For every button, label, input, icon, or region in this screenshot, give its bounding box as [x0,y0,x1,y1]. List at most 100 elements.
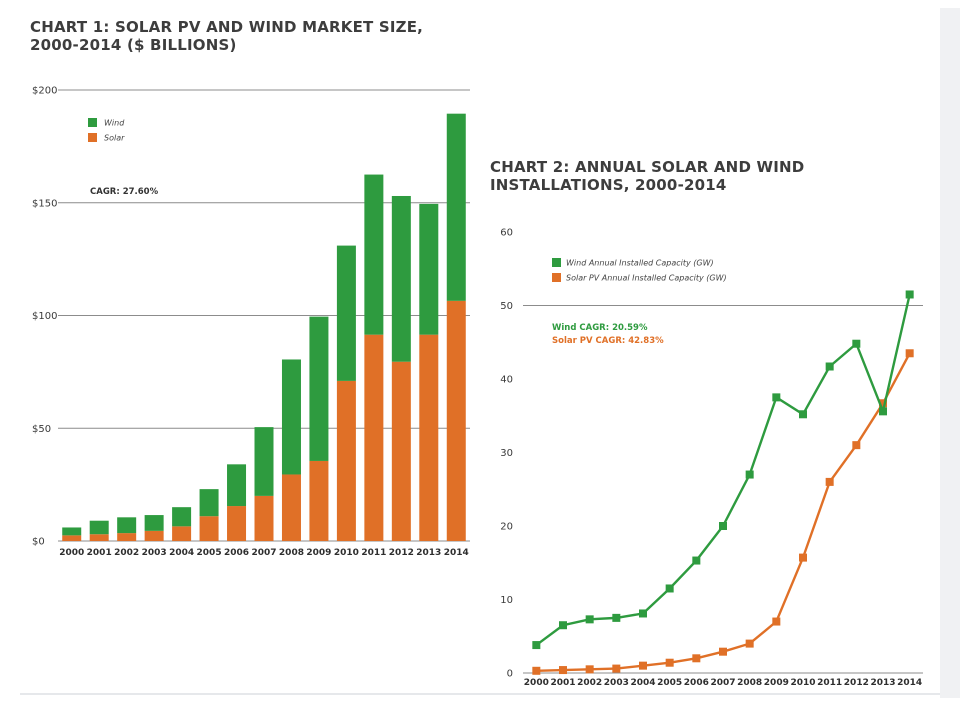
chart2-point-solar-2013 [879,399,887,408]
chart1-bar-solar-2014 [446,300,466,541]
chart2-point-solar-2010 [799,553,807,562]
chart1-bar-wind-2002 [117,517,137,534]
chart1-bar-solar-2003 [144,530,164,541]
chart1-x-tick-label: 2014 [444,548,469,558]
chart2-x-tick-label: 2004 [630,678,655,688]
chart1-bar-wind-2013 [419,203,439,335]
chart2-point-solar-2002 [585,665,594,674]
chart1-bar-solar-2007 [254,495,274,541]
chart2-x-tick-label: 2008 [737,678,762,688]
chart2-legend-label: Solar PV Annual Installed Capacity (GW) [566,274,727,283]
chart2-y-tick-label: 60 [500,228,513,239]
chart2-point-wind-2004 [639,609,647,618]
chart2-x-tick-label: 2007 [710,678,735,688]
chart2-x-tick-label: 2000 [524,678,549,688]
chart2-x-tick-label: 2005 [657,678,682,688]
chart2-y-tick-label: 10 [500,595,513,606]
chart1-bar-solar-2009 [309,460,329,541]
chart1-x-tick-label: 2011 [361,548,386,558]
chart1-bar-wind-2010 [336,245,356,381]
chart2-point-wind-2014 [905,290,914,299]
chart1-x-tick-label: 2007 [251,548,276,558]
chart1-bar-solar-2012 [391,361,411,541]
chart2-y-tick-label: 50 [500,301,513,312]
chart2-x-tick-label: 2009 [764,678,789,688]
chart2-x-tick-label: 2003 [604,678,629,688]
chart1-legend-label: Wind [104,119,125,128]
chart2-x-tick-label: 2011 [817,678,842,688]
chart1-bar-solar-2010 [336,380,356,541]
chart1-x-tick-label: 2004 [169,548,194,558]
chart2-point-solar-2006 [692,654,701,663]
chart1-bar-solar-2008 [281,474,301,541]
chart1-x-tick-label: 2009 [306,548,331,558]
chart1-title: CHART 1: SOLAR PV AND WIND MARKET SIZE, … [30,18,424,54]
chart1-bar-solar-2006 [227,506,247,541]
chart2-point-wind-2003 [612,613,621,622]
chart2-legend-swatch [552,273,561,282]
chart2-title: CHART 2: ANNUAL SOLAR AND WIND INSTALLAT… [490,158,805,194]
chart2-point-solar-2000 [532,666,541,675]
chart1-bar-solar-2000 [62,535,82,541]
chart1-bar-solar-2004 [172,526,192,541]
chart2-legend-swatch [552,258,561,267]
chart1-y-tick-label: $0 [32,537,45,548]
chart1-x-tick-label: 2003 [142,548,167,558]
chart1-legend-label: Solar [104,134,125,143]
chart2-point-wind-2012 [852,339,861,348]
chart2-x-tick-label: 2002 [577,678,602,688]
chart2-x-tick-label: 2014 [897,678,922,688]
chart2-point-solar-2004 [639,661,647,670]
chart1-bar-wind-2001 [89,520,109,535]
chart2-point-wind-2006 [692,556,701,565]
chart2-legend-label: Wind Annual Installed Capacity (GW) [566,259,714,268]
chart1-x-tick-label: 2002 [114,548,139,558]
chart1-bar-solar-2002 [117,533,137,541]
chart1-bar-wind-2000 [62,527,82,536]
chart2-y-tick-label: 20 [500,522,513,533]
chart1-x-tick-label: 2006 [224,548,249,558]
chart1-x-tick-label: 2005 [197,548,222,558]
chart2-point-solar-2001 [559,666,567,675]
chart1-bar-wind-2003 [144,515,164,531]
chart1-legend-swatch [88,133,97,142]
chart1-bar-solar-2005 [199,516,219,541]
chart2-x-tick-label: 2012 [844,678,869,688]
chart2-point-solar-2007 [719,647,727,656]
chart1-y-tick-label: $50 [32,424,51,435]
chart1-y-tick-label: $100 [32,311,57,322]
chart2-point-wind-2001 [559,621,567,630]
chart1-bar-wind-2005 [199,489,219,517]
chart2-point-solar-2009 [772,617,781,626]
chart1-x-tick-label: 2008 [279,548,304,558]
chart2-point-solar-2003 [612,664,621,673]
chart2-point-wind-2007 [719,522,727,530]
chart1-bar-wind-2004 [172,507,192,527]
chart1-bar-wind-2012 [391,195,411,362]
chart1-y-tick-label: $200 [32,86,57,97]
chart1-x-tick-label: 2001 [87,548,112,558]
chart2-point-wind-2002 [585,615,594,624]
chart2-x-tick-label: 2010 [790,678,815,688]
chart2-point-solar-2005 [665,658,674,667]
chart2-point-wind-2000 [532,641,541,650]
chart2-point-wind-2008 [745,470,754,479]
chart2-x-tick-label: 2013 [870,678,895,688]
chart1-x-tick-label: 2013 [416,548,441,558]
chart2-x-tick-label: 2001 [550,678,575,688]
chart2-point-wind-2013 [879,407,887,416]
chart2-point-wind-2005 [665,584,674,593]
chart2-point-wind-2010 [799,410,807,419]
chart2-x-tick-label: 2006 [684,678,709,688]
chart2-y-tick-label: 30 [500,448,513,459]
chart1-bar-wind-2014 [446,113,466,301]
chart2-point-wind-2009 [772,393,781,402]
chart1-bar-wind-2008 [281,359,301,475]
chart1-y-tick-label: $150 [32,198,57,209]
chart1-x-tick-label: 2012 [389,548,414,558]
chart2-point-solar-2012 [852,441,861,450]
chart1-cagr-annotation: CAGR: 27.60% [90,187,159,197]
chart2-cagr-annotation: Wind CAGR: 20.59% [552,323,648,333]
